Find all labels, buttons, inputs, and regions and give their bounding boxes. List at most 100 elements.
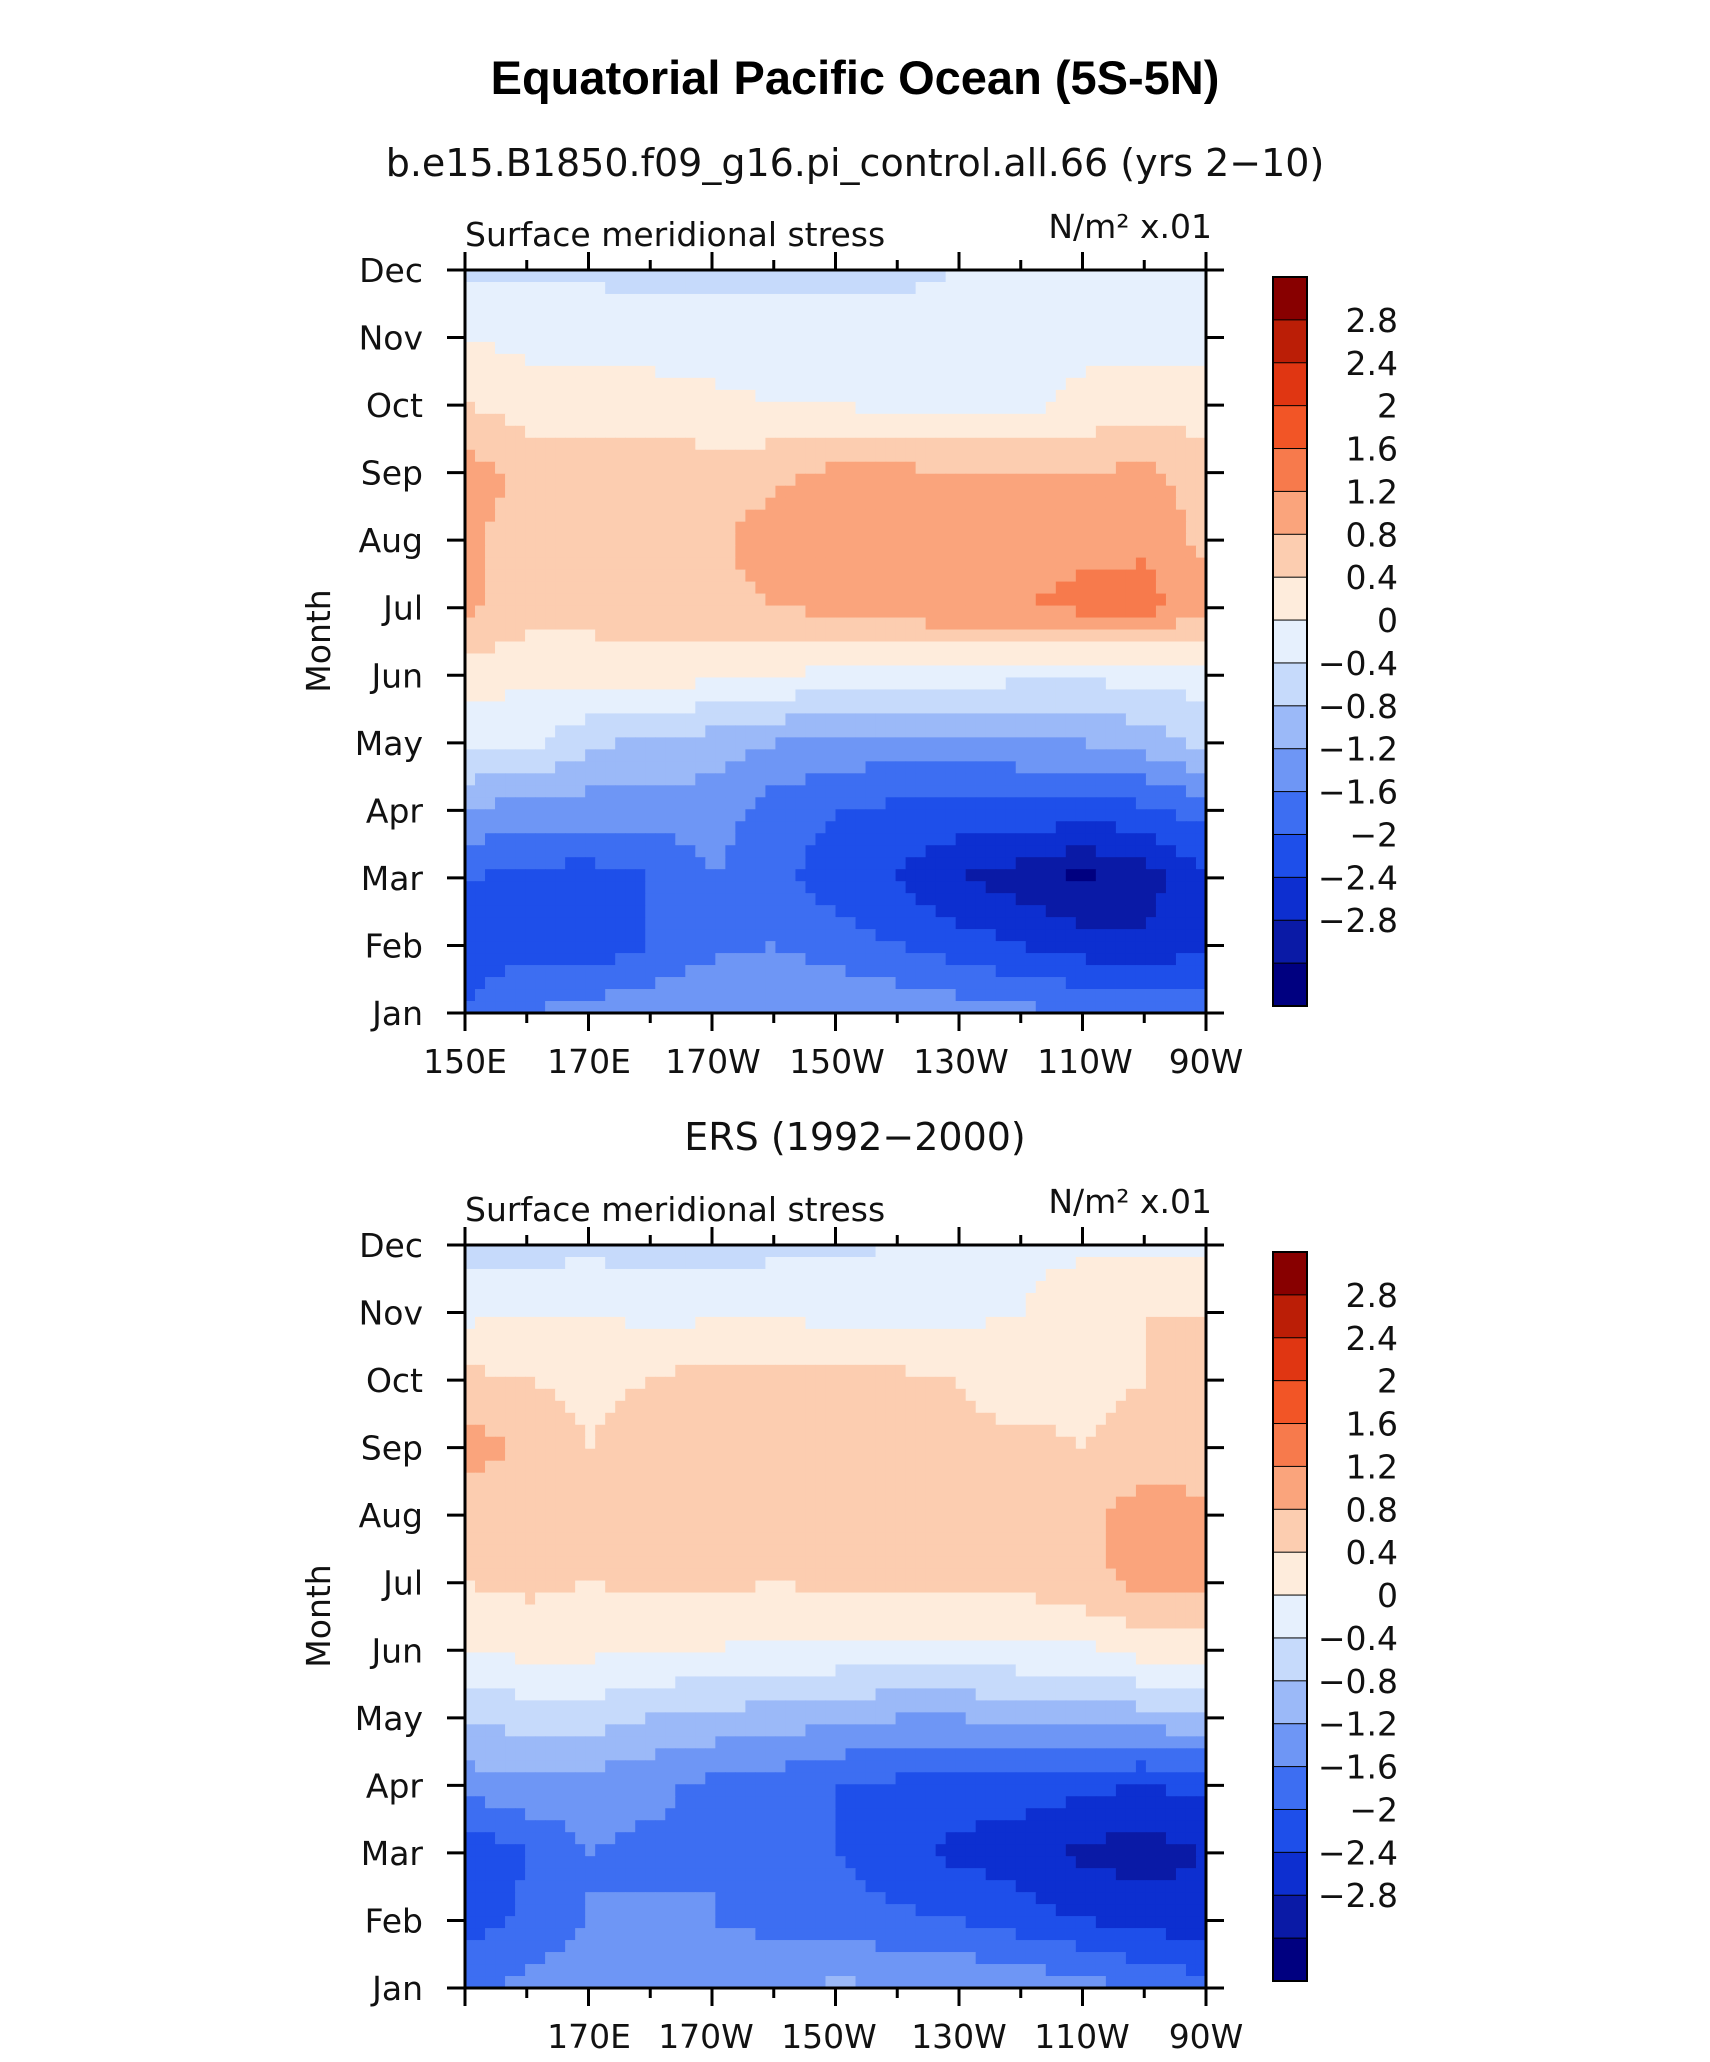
contour-cell (1105, 845, 1117, 858)
contour-cell (855, 1268, 867, 1282)
contour-cell (885, 317, 897, 331)
contour-cell (1115, 365, 1127, 379)
contour-cell (1015, 1001, 1027, 1014)
contour-cell (1145, 341, 1157, 355)
contour-cell (555, 881, 566, 894)
contour-cell (1165, 941, 1177, 954)
contour-cell (1045, 881, 1057, 894)
contour-cell (645, 533, 656, 547)
contour-cell (685, 869, 696, 882)
contour-cell (815, 521, 827, 535)
y-tick-label: Apr (366, 791, 424, 830)
contour-cell (935, 725, 947, 738)
contour-cell (945, 305, 957, 319)
contour-cell (855, 1280, 867, 1294)
contour-cell (665, 329, 676, 343)
contour-cell (1155, 833, 1167, 846)
contour-cell (995, 437, 1007, 451)
contour-cell (695, 341, 706, 355)
contour-cell (1125, 845, 1137, 858)
contour-cell (915, 281, 927, 295)
contour-cell (1025, 965, 1037, 978)
contour-cell (685, 677, 696, 691)
contour-cell (495, 281, 506, 295)
contour-cell (925, 389, 937, 403)
contour-cell (1155, 953, 1167, 966)
contour-cell (795, 713, 807, 726)
contour-cell (885, 977, 897, 990)
contour-cell (1115, 881, 1127, 894)
contour-cell (1165, 809, 1177, 822)
contour-cell (665, 989, 676, 1002)
contour-cell (1195, 617, 1207, 631)
contour-cell (1105, 1280, 1117, 1294)
contour-cell (615, 329, 626, 343)
contour-cell (465, 557, 476, 571)
contour-cell (715, 665, 726, 679)
contour-cell (875, 989, 887, 1002)
contour-cell (565, 773, 576, 786)
contour-cell (1025, 1280, 1037, 1294)
contour-cell (1185, 353, 1197, 367)
contour-cell (1085, 545, 1097, 559)
contour-cell (1155, 905, 1167, 918)
contour-cell (815, 581, 827, 595)
contour-cell (815, 329, 827, 343)
contour-cell (1165, 965, 1177, 978)
contour-cell (1125, 989, 1137, 1002)
contour-cell (975, 617, 987, 631)
contour-cell (985, 1280, 997, 1294)
contour-cell (595, 869, 606, 882)
contour-cell (635, 689, 646, 703)
contour-cell (835, 701, 847, 714)
contour-cell (1175, 497, 1187, 511)
contour-cell (1195, 941, 1207, 954)
contour-cell (745, 881, 756, 894)
contour-cell (855, 281, 867, 295)
contour-cell (595, 569, 606, 583)
contour-cell (1055, 401, 1067, 415)
contour-cell (1115, 461, 1127, 475)
contour-cell (675, 305, 686, 319)
contour-cell (505, 809, 516, 822)
contour-cell (615, 341, 626, 355)
contour-cell (1105, 413, 1117, 427)
contour-cell (785, 1268, 797, 1282)
contour-cell (635, 353, 646, 367)
contour-cell (965, 281, 977, 295)
contour-cell (1145, 785, 1157, 798)
contour-cell (985, 473, 997, 487)
contour-cell (835, 425, 847, 439)
contour-cell (775, 785, 787, 798)
contour-cell (785, 917, 797, 930)
contour-cell (1175, 713, 1187, 726)
contour-cell (1065, 989, 1077, 1002)
contour-cell (745, 270, 756, 283)
contour-cell (755, 929, 766, 942)
contour-cell (905, 941, 917, 954)
contour-cell (965, 581, 977, 595)
contour-cell (465, 509, 476, 523)
contour-cell (975, 1268, 987, 1282)
contour-cell (695, 270, 706, 283)
contour-cell (1085, 365, 1097, 379)
contour-cell (535, 437, 546, 451)
contour-cell (1105, 341, 1117, 355)
contour-cell (1025, 581, 1037, 595)
contour-cell (965, 557, 977, 571)
contour-cell (705, 401, 716, 415)
contour-cell (1025, 893, 1037, 906)
contour-cell (485, 270, 496, 283)
contour-cell (1005, 377, 1017, 391)
contour-cell (1185, 425, 1197, 439)
contour-cell (655, 377, 666, 391)
contour-cell (1015, 497, 1027, 511)
contour-cell (935, 449, 947, 463)
contour-cell (1055, 281, 1067, 295)
contour-cell (685, 1268, 696, 1282)
contour-cell (885, 689, 897, 703)
contour-cell (1045, 533, 1057, 547)
contour-cell (645, 485, 656, 499)
contour-cell (1045, 1245, 1057, 1258)
contour-cell (695, 977, 706, 990)
